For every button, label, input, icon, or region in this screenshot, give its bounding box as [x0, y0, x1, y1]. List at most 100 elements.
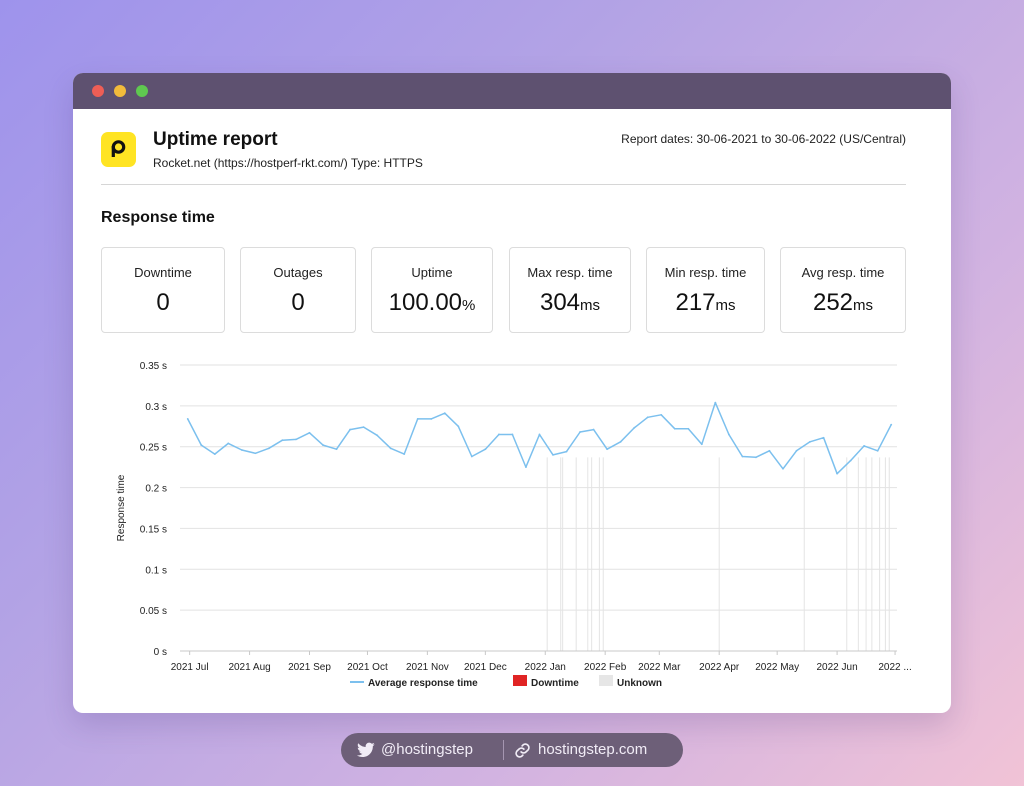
data-point [795, 449, 798, 452]
data-point [768, 449, 771, 452]
y-tick-label: 0.1 s [145, 565, 167, 576]
data-point [443, 412, 446, 415]
response-time-chart: 0 s 0.05 s 0.1 s 0.15 s 0.2 s 0.25 s 0.3 s 0.35… [116, 361, 912, 689]
data-point [186, 418, 189, 420]
close-window-button[interactable] [92, 85, 104, 97]
x-tick-label: 2022 May [755, 662, 799, 673]
twitter-handle-link[interactable]: @hostingstep [381, 741, 473, 758]
x-tick-label: 2022 Mar [638, 662, 681, 673]
data-point [863, 444, 866, 447]
data-point [646, 416, 649, 419]
social-bar: @hostingstep hostingstep.com [341, 733, 683, 767]
data-point [511, 433, 514, 436]
stat-label: Max resp. time [527, 265, 613, 280]
minimize-window-button[interactable] [114, 85, 126, 97]
report-window: Uptime report Rocket.net (https://hostpe… [73, 73, 951, 713]
window-titlebar [73, 73, 951, 109]
data-point [755, 456, 757, 459]
maximize-window-button[interactable] [136, 85, 148, 97]
data-point [700, 443, 703, 446]
data-point [403, 453, 406, 455]
stat-card-outages: Outages 0 [240, 247, 356, 333]
legend-label: Unknown [617, 678, 662, 689]
data-point [457, 425, 460, 428]
legend-label: Downtime [531, 678, 579, 689]
report-subtitle: Rocket.net (https://hostperf-rkt.com/) T… [153, 156, 423, 170]
x-tick-label: 2021 Aug [228, 662, 270, 673]
stat-card-downtime: Downtime 0 [101, 247, 225, 333]
legend-swatch [599, 675, 613, 686]
legend-swatch [513, 675, 527, 686]
x-tick-label: 2022 Jan [525, 662, 566, 673]
x-tick-label: 2021 Nov [406, 662, 449, 673]
stat-card-avg-resp: Avg resp. time 252ms [780, 247, 906, 333]
y-tick-label: 0.35 s [140, 361, 167, 372]
report-title: Uptime report [153, 129, 278, 150]
data-point [836, 472, 838, 475]
data-point [619, 440, 622, 443]
data-point [362, 426, 365, 429]
data-point [565, 450, 568, 453]
data-point [633, 427, 636, 429]
x-tick-label: 2022 Apr [699, 662, 740, 673]
data-point [200, 444, 203, 446]
data-point [890, 423, 893, 426]
x-tick-label: 2021 Jul [171, 662, 209, 673]
data-point [782, 467, 784, 470]
stat-value: 217ms [675, 289, 736, 316]
report-dates: Report dates: 30-06-2021 to 30-06-2022 (… [621, 132, 906, 146]
stat-label: Uptime [411, 265, 453, 280]
data-point [673, 427, 676, 430]
data-point [322, 444, 324, 446]
data-point [525, 466, 527, 469]
data-point [741, 455, 744, 458]
stat-label: Min resp. time [664, 265, 747, 280]
twitter-icon [357, 742, 375, 763]
data-point [335, 448, 338, 451]
data-point [416, 418, 419, 420]
social-separator [503, 740, 504, 760]
y-tick-label: 0.25 s [140, 443, 167, 454]
data-point [592, 428, 595, 431]
website-link[interactable]: hostingstep.com [538, 741, 648, 758]
x-tick-label: 2022 Feb [584, 662, 627, 673]
data-point [484, 448, 487, 451]
stat-label: Outages [273, 265, 323, 280]
brand-logo [101, 132, 136, 167]
data-point [660, 413, 663, 416]
data-point [281, 439, 284, 442]
stat-value: 0 [291, 289, 305, 316]
data-point [254, 452, 257, 455]
series-line [187, 401, 892, 475]
legend-label: Average response time [368, 678, 478, 689]
y-tick-label: 0.3 s [145, 402, 167, 413]
x-tick-label: 2021 Sep [288, 662, 331, 673]
x-tick-label: 2021 Oct [347, 662, 388, 673]
stat-value: 100.00% [388, 289, 476, 316]
stat-value: 0 [156, 289, 170, 316]
data-point [822, 436, 825, 439]
data-point [240, 449, 243, 451]
y-axis-label: Response time [116, 474, 127, 541]
stat-label: Downtime [134, 265, 192, 280]
data-point [538, 433, 541, 436]
y-tick-label: 0.05 s [140, 606, 167, 617]
stat-card-uptime: Uptime 100.00% [371, 247, 493, 333]
data-point [389, 447, 392, 450]
data-point [552, 453, 554, 456]
data-point [579, 431, 581, 433]
data-point [849, 459, 852, 462]
header-divider [101, 184, 906, 185]
x-tick-label: 2021 Dec [464, 662, 507, 673]
stat-card-min-resp: Min resp. time 217ms [646, 247, 765, 333]
data-point [349, 428, 351, 431]
data-point [430, 418, 433, 420]
y-tick-label: 0.15 s [140, 524, 167, 535]
data-point [376, 434, 379, 437]
data-point [295, 438, 297, 441]
data-point [227, 442, 230, 445]
x-tick-label: 2022 ... [878, 662, 911, 673]
data-point [876, 449, 879, 452]
stat-value: 252ms [812, 289, 874, 316]
data-point [606, 448, 609, 451]
